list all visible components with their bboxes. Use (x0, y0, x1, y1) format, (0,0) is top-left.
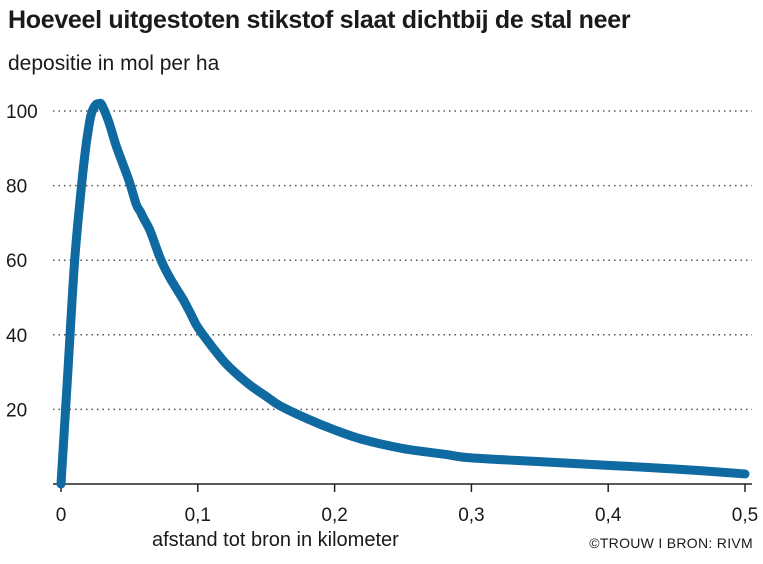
x-tick-labels: 0 0,1 0,2 0,3 0,4 0,5 (56, 505, 759, 526)
x-tick-label: 0,1 (185, 505, 211, 526)
y-tick-label: 100 (6, 102, 38, 123)
y-tick-label: 40 (6, 326, 27, 347)
chart-title: Hoeveel uitgestoten stikstof slaat dicht… (8, 6, 631, 34)
gridlines (53, 110, 752, 411)
y-tick-label: 60 (6, 251, 27, 272)
series-line (56, 98, 750, 489)
source-credit: ©TROUW I BRON: RIVM (589, 535, 753, 551)
x-tick-label: 0,3 (458, 505, 484, 526)
y-tick-labels: 20 40 60 80 100 (6, 102, 38, 421)
chart-subtitle: depositie in mol per ha (8, 52, 220, 75)
y-tick-label: 80 (6, 177, 27, 198)
x-axis-label: afstand tot bron in kilometer (152, 529, 399, 551)
x-tick-label: 0 (56, 505, 67, 526)
x-tick-label: 0,4 (595, 505, 622, 526)
y-tick-label: 20 (6, 400, 27, 421)
x-tick-label: 0,5 (732, 505, 758, 526)
x-axis (53, 483, 752, 492)
x-tick-label: 0,2 (321, 505, 347, 526)
